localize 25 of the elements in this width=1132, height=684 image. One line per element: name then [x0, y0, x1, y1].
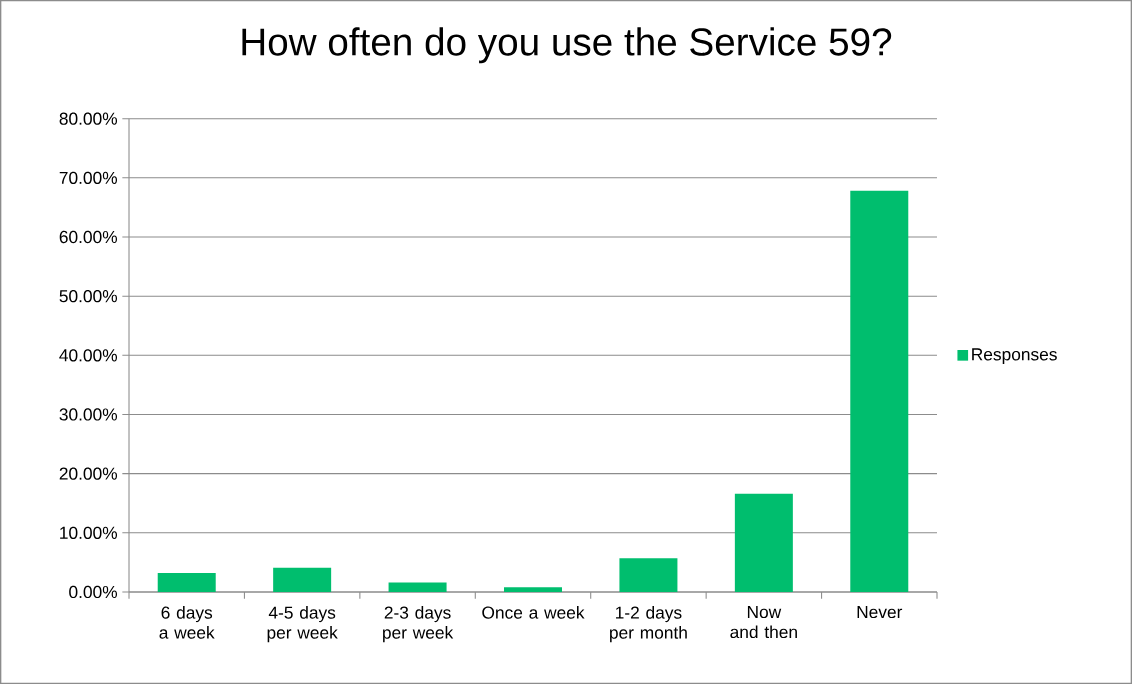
- y-tick-label: 40.00%: [59, 349, 118, 362]
- x-tick-label: Now and then: [730, 606, 797, 639]
- y-tick-label: 80.00%: [59, 112, 118, 125]
- x-tick-label: 1-2 days per month: [610, 606, 687, 643]
- y-tick-label: 20.00%: [59, 467, 118, 480]
- x-tick-label: 6 days a week: [159, 606, 215, 639]
- bar: [388, 582, 447, 592]
- bar: [734, 493, 793, 592]
- legend-label: Responses: [972, 348, 1057, 364]
- bar: [504, 587, 562, 592]
- y-tick-label: 60.00%: [59, 230, 118, 244]
- y-tick-label: 30.00%: [59, 408, 118, 421]
- y-tick-label: 70.00%: [59, 171, 118, 184]
- bar: [157, 573, 216, 592]
- y-tick-label: 10.00%: [60, 526, 118, 539]
- bar: [850, 190, 909, 592]
- x-tick-label: Once a week: [482, 606, 585, 619]
- x-tick-label: 2-3 days per week: [383, 606, 454, 643]
- y-tick-label: 50.00%: [59, 290, 118, 303]
- y-tick-label: 0.00%: [69, 585, 118, 599]
- x-tick-label: 4-5 days per week: [267, 606, 338, 643]
- x-tick-label: Never: [857, 606, 903, 619]
- chart-title: How often do you use the Service 59?: [242, 27, 892, 64]
- bar: [273, 567, 332, 592]
- bar: [619, 558, 678, 592]
